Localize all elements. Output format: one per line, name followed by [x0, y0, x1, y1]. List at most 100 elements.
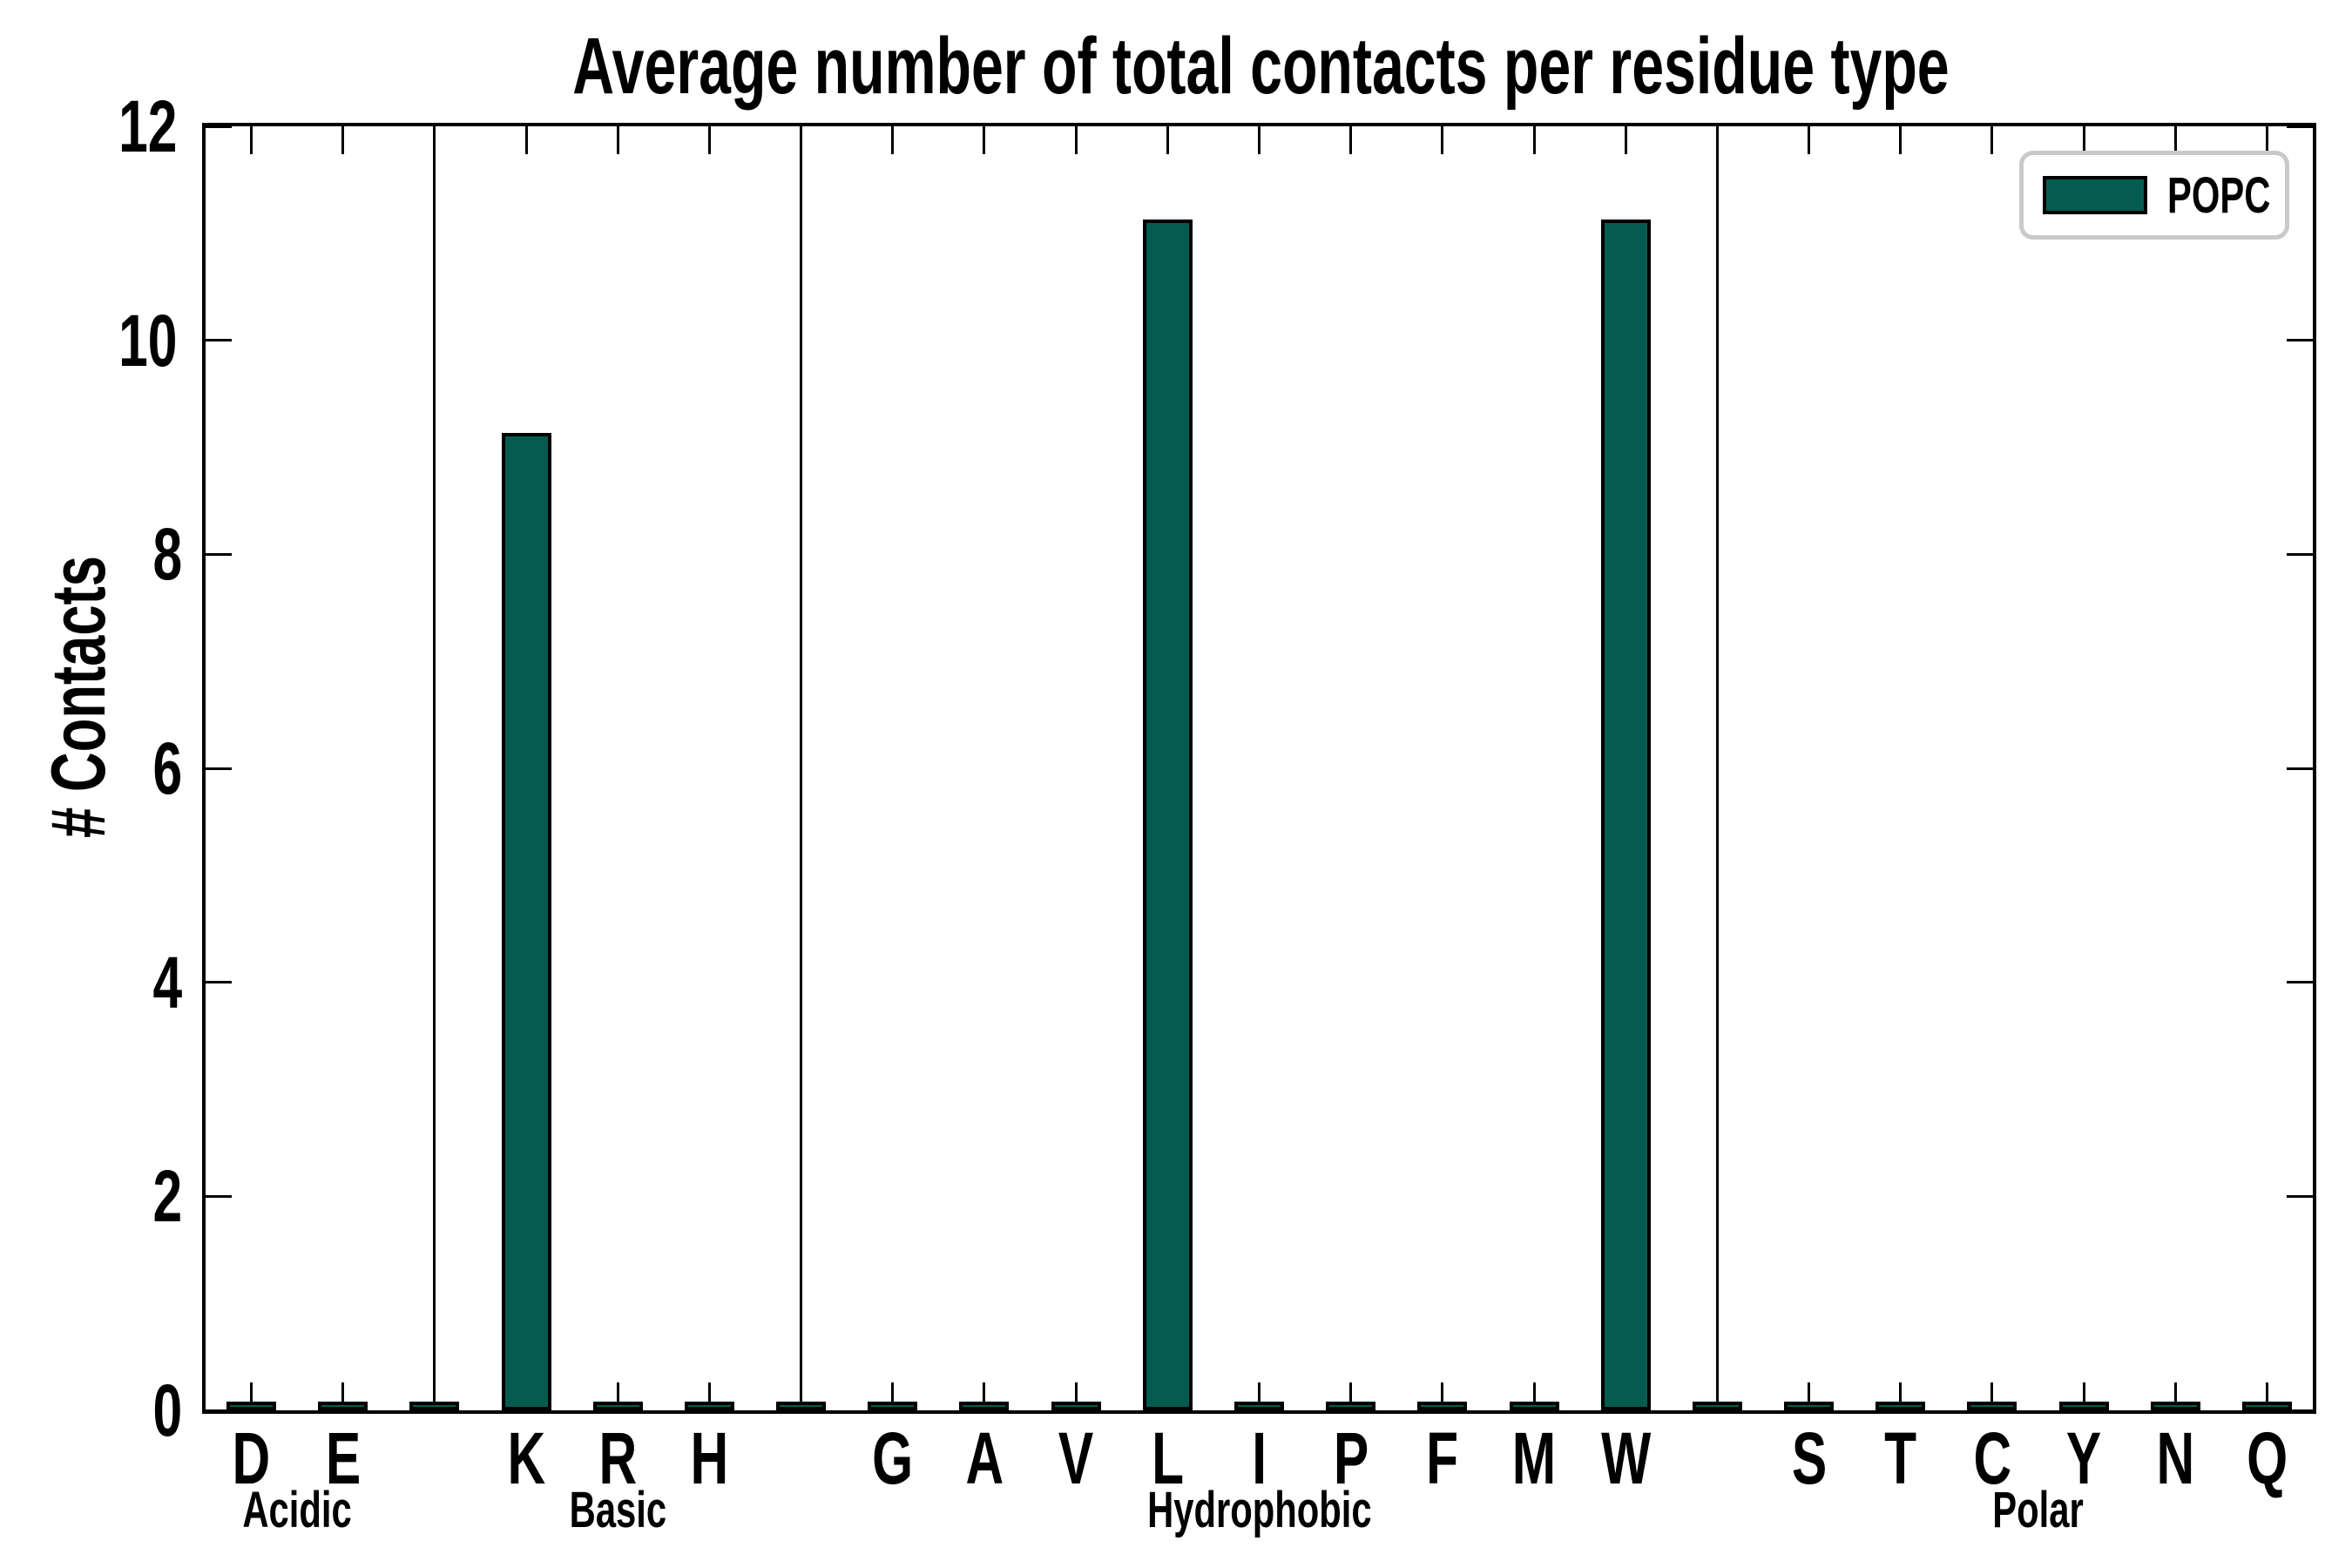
group-label-polar: Polar	[1776, 1484, 2299, 1537]
x-tick-label-text: A	[965, 1417, 1004, 1499]
group-label-acidic: Acidic	[36, 1484, 558, 1537]
x-tick-label-text: P	[1333, 1417, 1369, 1499]
x-tick-label-C: C	[1946, 1422, 2038, 1495]
bar-L	[1142, 220, 1193, 1410]
x-tick-label-text: M	[1511, 1417, 1557, 1499]
y-tick-left-4	[206, 981, 232, 984]
y-tick-right-2	[2287, 1194, 2313, 1198]
bar-H	[684, 1402, 734, 1410]
x-tick-label-P: P	[1305, 1422, 1396, 1495]
group-label-text: Acidic	[242, 1482, 352, 1538]
x-tick-top-Y	[2082, 126, 2085, 154]
x-tick-bottom-T	[1899, 1382, 1903, 1410]
plot-area	[202, 123, 2316, 1414]
y-tick-label-text: 2	[152, 1155, 183, 1238]
y-tick-left-0	[206, 1409, 232, 1412]
legend-label-popc: POPC	[2167, 166, 2271, 224]
bar-S	[1784, 1402, 1835, 1410]
y-tick-label-2: 2	[26, 1159, 188, 1233]
y-tick-label-text: 8	[152, 513, 183, 596]
x-tick-label-text: G	[872, 1417, 914, 1499]
legend-box: POPC	[2019, 151, 2289, 240]
x-tick-bottom-M	[1532, 1382, 1536, 1410]
x-tick-label-M: M	[1488, 1422, 1579, 1495]
x-tick-label-E: E	[297, 1422, 389, 1495]
bar-F	[1417, 1402, 1468, 1410]
x-tick-top-G	[891, 126, 895, 154]
x-tick-bottom-F	[1441, 1382, 1444, 1410]
y-tick-label-12: 12	[26, 90, 188, 163]
x-tick-label-text: T	[1884, 1417, 1917, 1499]
x-tick-top-C	[1990, 126, 1994, 154]
y-tick-label-text: 0	[152, 1369, 183, 1451]
x-tick-top-F	[1441, 126, 1444, 154]
bar-V	[1051, 1402, 1101, 1410]
x-tick-label-text: I	[1252, 1417, 1267, 1499]
bar-gap	[409, 1402, 460, 1410]
bar-P	[1326, 1402, 1376, 1410]
x-tick-label-N: N	[2130, 1422, 2221, 1495]
x-tick-top-I	[1258, 126, 1260, 154]
x-tick-label-text: Y	[2065, 1417, 2102, 1499]
x-tick-top-H	[707, 126, 711, 154]
chart-title-text: Average number of total contacts per res…	[572, 22, 1950, 111]
x-tick-label-text: C	[1973, 1417, 2011, 1499]
x-tick-bottom-S	[1808, 1382, 1811, 1410]
y-tick-right-10	[2287, 339, 2313, 342]
bar-Q	[2241, 1402, 2292, 1410]
x-tick-label-L: L	[1122, 1422, 1213, 1495]
x-tick-label-G: G	[847, 1422, 938, 1495]
bar-R	[592, 1402, 643, 1410]
x-tick-top-M	[1532, 126, 1536, 154]
y-tick-left-10	[206, 339, 232, 342]
x-tick-bottom-Y	[2082, 1382, 2085, 1410]
y-tick-label-10: 10	[26, 304, 188, 377]
x-tick-top-R	[616, 126, 619, 154]
y-tick-label-6: 6	[26, 732, 188, 805]
group-divider	[1715, 126, 1719, 1410]
x-tick-label-text: D	[232, 1417, 271, 1499]
x-tick-top-Q	[2265, 126, 2268, 154]
x-tick-top-V	[1074, 126, 1078, 154]
x-tick-bottom-V	[1074, 1382, 1078, 1410]
x-tick-label-V: V	[1031, 1422, 1122, 1495]
y-tick-label-8: 8	[26, 517, 188, 591]
x-tick-bottom-H	[707, 1382, 711, 1410]
bar-E	[318, 1402, 368, 1410]
y-tick-left-6	[206, 767, 232, 770]
y-tick-label-text: 4	[152, 941, 183, 1024]
bar-K	[501, 433, 551, 1410]
x-tick-label-H: H	[664, 1422, 755, 1495]
x-tick-label-D: D	[206, 1422, 297, 1495]
group-label-text: Basic	[569, 1482, 667, 1538]
x-tick-label-Q: Q	[2221, 1422, 2313, 1495]
y-tick-label-4: 4	[26, 946, 188, 1019]
x-tick-top-W	[1624, 126, 1627, 154]
group-label-text: Hydrophobic	[1146, 1482, 1372, 1538]
x-tick-bottom-E	[341, 1382, 345, 1410]
bar-gap	[1692, 1402, 1742, 1410]
x-tick-label-text: F	[1426, 1417, 1459, 1499]
group-divider	[433, 126, 436, 1410]
x-tick-bottom-G	[891, 1382, 895, 1410]
y-tick-left-12	[206, 125, 232, 128]
bar-C	[1967, 1402, 2017, 1410]
x-tick-label-T: T	[1855, 1422, 1946, 1495]
y-tick-label-text: 12	[118, 85, 177, 167]
bar-N	[2150, 1402, 2200, 1410]
bar-T	[1876, 1402, 1926, 1410]
x-tick-bottom-N	[2173, 1382, 2177, 1410]
bar-G	[868, 1402, 918, 1410]
x-tick-bottom-Q	[2265, 1382, 2268, 1410]
x-tick-bottom-P	[1349, 1382, 1353, 1410]
y-tick-right-6	[2287, 767, 2313, 770]
x-tick-label-text: W	[1600, 1417, 1651, 1499]
x-tick-bottom-R	[616, 1382, 619, 1410]
x-tick-top-S	[1808, 126, 1811, 154]
bar-gap	[776, 1402, 827, 1410]
y-tick-label-text: 6	[152, 727, 183, 809]
x-tick-bottom-D	[250, 1382, 253, 1410]
y-tick-right-4	[2287, 981, 2313, 984]
group-divider	[800, 126, 803, 1410]
